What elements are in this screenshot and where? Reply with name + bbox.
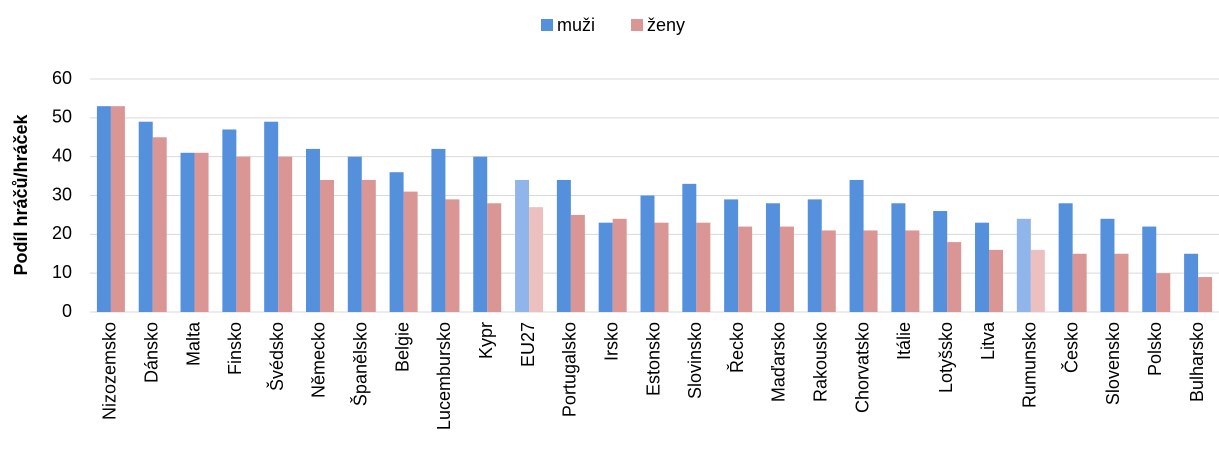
x-tick-label: Polsko bbox=[1145, 322, 1165, 376]
x-tick-label: Rumunsko bbox=[1020, 322, 1040, 408]
x-tick-label: Nizozemsko bbox=[100, 322, 120, 420]
bar bbox=[1030, 249, 1045, 312]
bar bbox=[570, 214, 585, 312]
bar bbox=[1156, 273, 1171, 312]
x-tick-label: Chorvatsko bbox=[852, 322, 872, 413]
bar bbox=[264, 121, 279, 312]
x-tick-label: Kypr bbox=[476, 322, 496, 359]
y-tick-label: 50 bbox=[52, 107, 72, 127]
bar bbox=[654, 222, 669, 312]
x-tick-label: Německo bbox=[309, 322, 329, 398]
bar bbox=[975, 222, 990, 312]
y-axis-title: Podíl hráčů/hráček bbox=[11, 113, 31, 275]
bar bbox=[515, 179, 530, 312]
x-tick-label: Litva bbox=[978, 321, 998, 360]
bar bbox=[222, 129, 237, 312]
y-tick-label: 60 bbox=[52, 68, 72, 88]
bar bbox=[305, 148, 320, 312]
bar bbox=[1072, 253, 1087, 312]
bar bbox=[152, 137, 167, 312]
bar bbox=[765, 203, 780, 312]
x-tick-label: Bulharsko bbox=[1187, 322, 1207, 402]
x-tick-label: EU27 bbox=[518, 322, 538, 367]
x-tick-label: Portugalsko bbox=[560, 322, 580, 417]
bar bbox=[96, 106, 111, 312]
bar bbox=[556, 179, 571, 312]
bar bbox=[389, 172, 404, 312]
x-tick-label: Finsko bbox=[225, 322, 245, 375]
bar bbox=[989, 249, 1004, 312]
legend-swatch bbox=[541, 19, 553, 31]
bar bbox=[347, 156, 362, 312]
bar bbox=[682, 183, 697, 312]
bar bbox=[1114, 253, 1129, 312]
bar bbox=[180, 152, 195, 312]
bar bbox=[612, 218, 627, 312]
x-tick-label: Lucembursko bbox=[434, 322, 454, 430]
bar bbox=[1198, 277, 1213, 312]
bar bbox=[821, 230, 836, 312]
legend-label: muži bbox=[557, 15, 595, 35]
bar bbox=[1142, 226, 1157, 312]
x-tick-label: Řecko bbox=[727, 322, 747, 373]
x-tick-label: Estonsko bbox=[643, 322, 663, 396]
bar bbox=[110, 106, 125, 312]
bar bbox=[779, 226, 794, 312]
x-tick-label: Itálie bbox=[894, 322, 914, 360]
y-tick-label: 0 bbox=[62, 301, 72, 321]
bar bbox=[891, 203, 906, 312]
x-tick-label: Lotyšsko bbox=[936, 322, 956, 393]
legend-label: ženy bbox=[647, 15, 685, 35]
y-tick-label: 40 bbox=[52, 145, 72, 165]
bar bbox=[947, 242, 962, 312]
bar bbox=[905, 230, 920, 312]
x-tick-label: Irsko bbox=[601, 322, 621, 361]
x-tick-label: Malta bbox=[183, 321, 203, 366]
bar bbox=[807, 199, 822, 312]
legend-swatch bbox=[631, 19, 644, 31]
bar bbox=[1100, 218, 1115, 312]
bar bbox=[1016, 218, 1031, 312]
x-tick-label: Švédsko bbox=[266, 322, 287, 391]
bar bbox=[194, 152, 209, 312]
x-tick-label: Španělsko bbox=[350, 322, 371, 406]
bar bbox=[487, 203, 502, 312]
bar bbox=[933, 211, 948, 312]
x-tick-label: Česko bbox=[1060, 322, 1081, 373]
bar bbox=[863, 230, 878, 312]
bar bbox=[361, 179, 376, 312]
y-tick-label: 30 bbox=[52, 184, 72, 204]
bar bbox=[403, 191, 418, 312]
bar bbox=[849, 179, 864, 312]
y-tick-label: 10 bbox=[52, 262, 72, 282]
bar bbox=[473, 156, 488, 312]
x-tick-label: Belgie bbox=[392, 322, 412, 372]
x-tick-label: Slovensko bbox=[1103, 322, 1123, 405]
bar bbox=[236, 156, 251, 312]
bar bbox=[529, 207, 544, 312]
x-tick-label: Maďarsko bbox=[769, 322, 789, 402]
bar bbox=[319, 179, 334, 312]
bar bbox=[1184, 253, 1199, 312]
bar bbox=[696, 222, 711, 312]
bar bbox=[431, 148, 446, 312]
bar bbox=[598, 222, 613, 312]
bar bbox=[445, 199, 460, 312]
bar bbox=[138, 121, 153, 312]
x-tick-label: Dánsko bbox=[141, 322, 161, 383]
bar bbox=[738, 226, 753, 312]
y-tick-label: 20 bbox=[52, 223, 72, 243]
bar bbox=[278, 156, 293, 312]
x-tick-label: Rakousko bbox=[811, 322, 831, 402]
bar bbox=[1058, 203, 1073, 312]
x-tick-label: Slovinsko bbox=[685, 322, 705, 399]
bar bbox=[724, 199, 739, 312]
bar bbox=[640, 195, 655, 312]
